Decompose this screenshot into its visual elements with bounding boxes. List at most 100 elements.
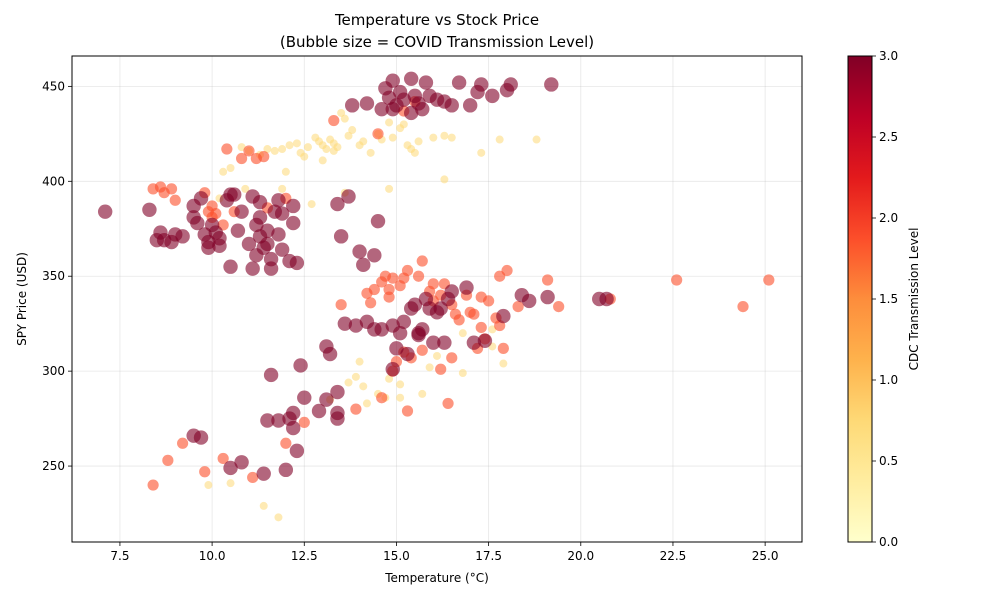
data-point-level-1 [307, 200, 316, 209]
data-point-level-3 [227, 187, 242, 202]
data-point-level-3 [330, 405, 345, 421]
data-points [97, 71, 775, 522]
data-point-level-3 [385, 362, 400, 377]
data-point-level-3 [286, 198, 301, 214]
colorbar-tick-label: 0.5 [879, 454, 898, 468]
data-point-level-1 [355, 357, 364, 366]
data-point-level-3 [190, 215, 205, 231]
data-point-level-1 [425, 363, 434, 372]
colorbar-tick-label: 2.0 [879, 211, 898, 225]
data-point-level-3 [212, 238, 227, 254]
data-point-level-1 [532, 135, 541, 144]
data-point-level-2 [737, 300, 749, 313]
data-point-level-2 [763, 274, 775, 286]
data-point-level-3 [367, 248, 382, 263]
data-point-level-1 [396, 393, 405, 402]
data-point-level-3 [437, 335, 452, 350]
data-point-level-2 [442, 397, 454, 410]
data-point-level-3 [274, 242, 290, 257]
data-point-level-3 [403, 71, 419, 86]
data-point-level-3 [153, 225, 168, 240]
data-point-level-1 [458, 329, 467, 338]
data-point-level-3 [289, 255, 305, 271]
data-point-level-1 [226, 479, 235, 488]
data-point-level-2 [335, 299, 347, 311]
data-point-level-3 [286, 405, 301, 421]
data-point-level-3 [359, 96, 375, 111]
data-point-level-2 [512, 300, 524, 313]
data-point-level-2 [199, 466, 211, 478]
data-point-level-3 [459, 280, 474, 295]
data-point-level-2 [475, 321, 487, 334]
data-point-level-3 [311, 403, 327, 419]
data-point-level-3 [477, 333, 493, 348]
data-point-level-2 [435, 363, 447, 375]
colorbar-tick-label: 3.0 [879, 49, 898, 63]
data-point-level-1 [300, 152, 309, 161]
colorbar [847, 55, 873, 543]
data-point-level-2 [497, 342, 509, 354]
data-point-level-2 [162, 454, 174, 466]
data-point-level-3 [503, 77, 518, 92]
data-point-level-1 [359, 137, 368, 146]
data-point-level-1 [285, 141, 294, 150]
data-point-level-3 [389, 341, 404, 356]
x-tick-label: 12.5 [291, 549, 318, 563]
data-point-level-2 [235, 152, 248, 165]
data-point-level-3 [474, 77, 489, 92]
data-point-level-1 [488, 325, 497, 334]
data-point-level-1 [219, 167, 228, 176]
y-axis-ticks: 250 300 350 400 450 [42, 79, 72, 473]
data-point-level-2 [365, 297, 377, 309]
data-point-level-3 [451, 75, 467, 90]
y-axis-label: SPY Price (USD) [15, 252, 29, 346]
x-tick-label: 25.0 [752, 549, 779, 563]
data-point-level-3 [201, 240, 216, 255]
data-point-level-1 [359, 382, 368, 391]
data-point-level-3 [462, 98, 478, 113]
data-point-level-3 [337, 316, 353, 331]
data-point-level-2 [298, 416, 310, 428]
data-point-level-3 [271, 193, 286, 208]
data-point-level-1 [385, 118, 394, 127]
data-point-level-3 [263, 251, 279, 267]
data-point-level-3 [274, 206, 290, 221]
data-point-level-3 [356, 257, 371, 273]
y-tick-label: 450 [42, 79, 65, 93]
data-point-level-1 [385, 184, 394, 193]
data-point-level-3 [400, 346, 415, 362]
data-point-level-1 [351, 372, 360, 381]
data-point-level-2 [401, 264, 414, 277]
data-point-level-2 [416, 255, 428, 267]
data-point-level-2 [401, 405, 414, 417]
data-point-level-1 [414, 137, 423, 146]
colorbar-label: CDC Transmission Level [907, 228, 921, 371]
data-point-level-2 [483, 295, 495, 307]
data-point-level-1 [440, 175, 449, 184]
data-point-level-1 [270, 146, 279, 155]
data-point-level-2 [427, 278, 439, 290]
data-point-level-2 [416, 344, 428, 356]
data-point-level-3 [241, 236, 257, 252]
data-point-level-2 [177, 437, 189, 449]
chart-title: Temperature vs Stock Price [334, 11, 539, 29]
y-tick-label: 300 [42, 364, 65, 378]
data-point-level-3 [374, 322, 389, 337]
data-point-level-2 [247, 471, 259, 484]
y-tick-label: 350 [42, 269, 65, 283]
data-point-level-3 [289, 443, 305, 459]
data-point-level-3 [370, 213, 386, 229]
data-point-level-1 [259, 501, 268, 510]
data-point-level-3 [540, 289, 555, 305]
data-point-level-3 [426, 335, 441, 350]
data-point-level-2 [221, 143, 233, 155]
data-point-level-3 [322, 346, 338, 362]
data-point-level-3 [142, 202, 157, 217]
data-point-level-3 [319, 392, 334, 407]
x-axis-ticks: 7.5 10.0 12.5 15.0 17.5 20.0 22.5 25.0 [110, 542, 778, 563]
data-point-level-2 [243, 145, 255, 157]
data-point-level-3 [466, 335, 482, 350]
x-tick-label: 17.5 [475, 549, 502, 563]
data-point-level-3 [521, 293, 537, 309]
